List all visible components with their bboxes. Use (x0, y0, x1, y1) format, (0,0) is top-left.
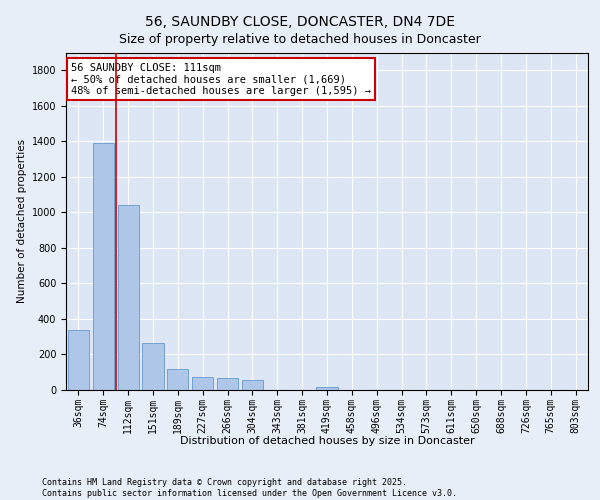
Bar (242, 380, 263, 390)
Text: 56 SAUNDBY CLOSE: 111sqm
← 50% of detached houses are smaller (1,669)
48% of sem: 56 SAUNDBY CLOSE: 111sqm ← 50% of detach… (71, 62, 371, 96)
Bar (167, 368, 188, 390)
Bar (68, 330, 89, 390)
Bar (142, 343, 164, 390)
Bar (118, 206, 139, 390)
Bar (192, 376, 213, 390)
Text: 56, SAUNDBY CLOSE, DONCASTER, DN4 7DE: 56, SAUNDBY CLOSE, DONCASTER, DN4 7DE (145, 15, 455, 29)
Bar (316, 388, 338, 390)
X-axis label: Distribution of detached houses by size in Doncaster: Distribution of detached houses by size … (179, 436, 475, 446)
Text: Contains HM Land Registry data © Crown copyright and database right 2025.
Contai: Contains HM Land Registry data © Crown c… (42, 478, 457, 498)
Text: Size of property relative to detached houses in Doncaster: Size of property relative to detached ho… (119, 32, 481, 46)
Bar (217, 378, 238, 390)
Bar (93, 143, 114, 390)
Y-axis label: Number of detached properties: Number of detached properties (17, 139, 28, 304)
